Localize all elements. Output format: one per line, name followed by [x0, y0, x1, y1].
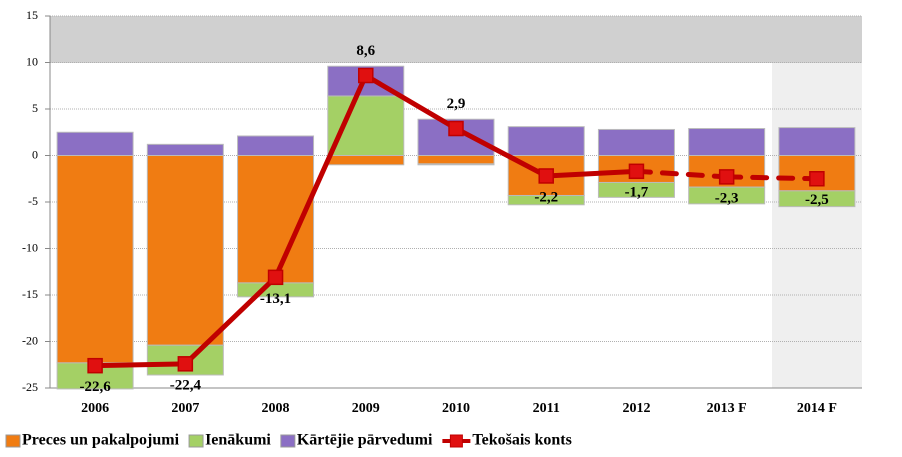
data-label: 2,9: [447, 96, 466, 112]
y-tick-label: 0: [32, 147, 38, 161]
y-tick-label: -20: [22, 333, 38, 347]
bar-segment: [417, 163, 495, 166]
legend-label: Tekošais konts: [472, 432, 571, 449]
bar-segment: [778, 190, 856, 208]
x-tick-label: 2006: [81, 401, 109, 416]
bar-segment: [688, 128, 766, 156]
bar-segment: [237, 135, 315, 157]
legend-marker: [449, 434, 463, 448]
x-tick-label: 2013 F: [707, 401, 747, 416]
y-tick-label: -25: [22, 380, 38, 394]
bar-segment: [327, 155, 405, 166]
line-marker: [358, 67, 374, 84]
data-label: -2,2: [534, 189, 558, 205]
x-tick-label: 2009: [352, 401, 380, 416]
bar-segment: [688, 186, 766, 205]
bar-segment: [778, 127, 856, 156]
data-label: -2,3: [715, 190, 739, 206]
data-label: -1,7: [625, 185, 649, 201]
legend-swatch: [188, 434, 204, 448]
legend-label: Ienākumi: [205, 432, 271, 449]
shaded-band: [50, 16, 862, 63]
line-marker: [267, 269, 284, 286]
x-tick-label: 2007: [171, 401, 199, 416]
data-label: -22,4: [170, 377, 202, 393]
y-tick-label: 15: [26, 8, 38, 22]
bar-segment: [146, 155, 224, 346]
y-tick-label: -5: [28, 194, 38, 208]
data-label: -13,1: [260, 291, 291, 307]
line-segment: [273, 73, 369, 280]
legend-swatch: [5, 434, 21, 448]
line-segment: [92, 361, 188, 369]
line-segment: [633, 168, 730, 180]
legend-label: Kārtējie pārvedumi: [297, 432, 433, 449]
bar-segment: [597, 128, 675, 157]
data-label: 8,6: [356, 43, 375, 59]
bar-segment: [327, 95, 405, 157]
bar-segment: [507, 126, 585, 156]
legend-label: Preces un pakalpojumi: [22, 432, 180, 449]
data-label: -22,6: [79, 379, 111, 395]
line-segment: [363, 73, 459, 132]
forecast-shade: [772, 63, 862, 388]
line-segment: [453, 126, 549, 179]
line-marker: [87, 357, 103, 374]
line-marker: [177, 356, 194, 372]
y-tick-label: -10: [22, 240, 38, 254]
legend-swatch: [280, 434, 296, 448]
bar-segment: [597, 181, 675, 198]
y-tick-label: 10: [26, 54, 38, 68]
y-tick-label: 5: [32, 101, 38, 115]
x-tick-label: 2008: [262, 401, 290, 416]
line-marker: [448, 120, 464, 137]
line-marker: [628, 163, 645, 180]
line-segment: [543, 168, 639, 179]
line-marker: [809, 171, 825, 187]
line-marker: [538, 168, 554, 184]
x-tick-label: 2011: [533, 401, 560, 416]
line-marker: [718, 169, 735, 185]
y-tick-label: -15: [22, 287, 38, 301]
line-segment: [182, 274, 279, 367]
x-tick-label: 2014 F: [797, 401, 837, 416]
x-tick-label: 2012: [622, 401, 650, 416]
bar-segment: [56, 155, 134, 364]
line-segment: [724, 174, 820, 182]
bar-segment: [507, 194, 585, 206]
x-tick-label: 2010: [442, 401, 470, 416]
bar-segment: [146, 143, 224, 156]
bar-segment: [417, 155, 495, 165]
bar-segment: [56, 131, 134, 156]
data-label: -2,5: [805, 192, 829, 208]
